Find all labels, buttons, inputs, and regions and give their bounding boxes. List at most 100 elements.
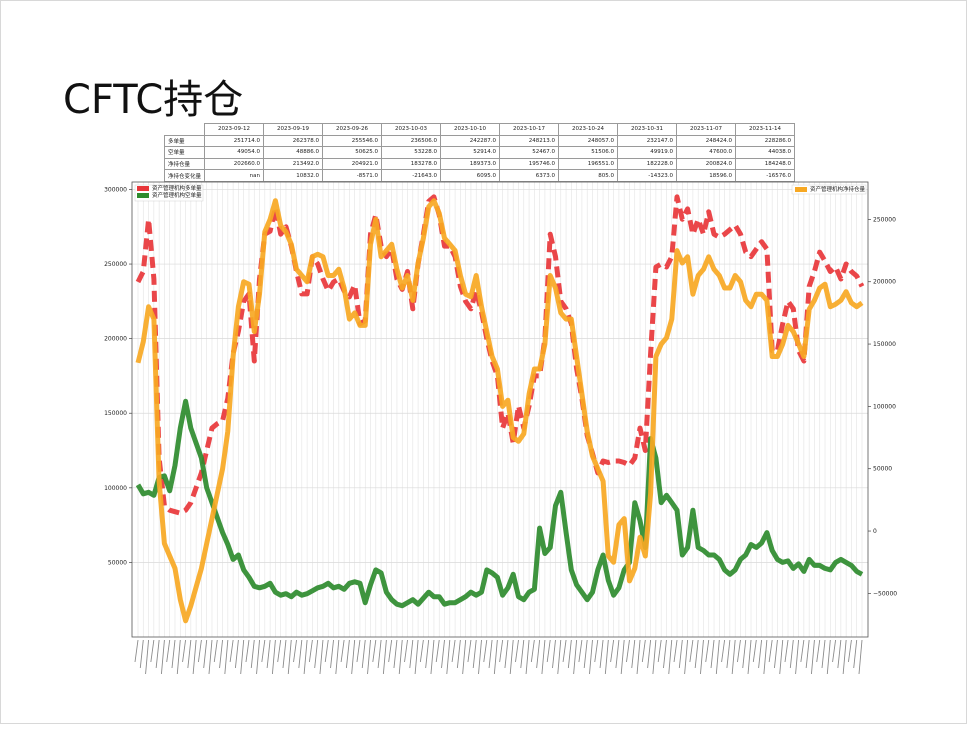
plot-background xyxy=(132,182,868,637)
x-tick-label-mark xyxy=(483,639,488,663)
y-left-tick-label: 200000 xyxy=(104,336,127,343)
table-col-header: 2023-10-17 xyxy=(499,123,560,136)
series-line-2 xyxy=(135,198,864,624)
x-tick-label-mark xyxy=(414,639,419,675)
x-tick-label-mark xyxy=(530,639,535,663)
x-tick-label-mark xyxy=(340,639,345,663)
x-tick-label-mark xyxy=(245,639,250,663)
x-tick-label-mark xyxy=(393,639,398,669)
table-row: 净持仓量 202660.0 213492.0 204921.0 183278.0 1893… xyxy=(163,157,796,171)
x-tick-label-mark xyxy=(277,639,282,663)
x-tick-label-mark xyxy=(197,639,202,663)
table-col-header: 2023-10-24 xyxy=(558,123,619,136)
x-tick-label-mark xyxy=(515,639,519,663)
x-tick-label-mark xyxy=(182,639,187,663)
x-tick-label-mark xyxy=(525,639,530,675)
x-tick-label-mark xyxy=(626,639,630,663)
x-tick-label-mark xyxy=(715,639,720,675)
x-tick-label-mark xyxy=(752,639,757,663)
x-tick-label-mark xyxy=(647,639,652,669)
x-tick-label-mark xyxy=(266,639,271,669)
x-tick-label-mark xyxy=(224,639,229,675)
y-right-tick-label: 50000 xyxy=(873,466,892,473)
x-tick-label-mark xyxy=(583,639,588,669)
legend-right-item-0-swatch xyxy=(795,187,807,192)
x-tick-label-mark xyxy=(256,639,260,675)
x-tick-label-mark xyxy=(700,639,704,675)
y-left-tick-label: 250000 xyxy=(104,261,127,268)
x-tick-label-mark xyxy=(779,639,784,675)
x-tick-label-mark xyxy=(330,639,334,669)
table-cell: 184248.0 xyxy=(735,157,796,171)
x-tick-label-mark xyxy=(726,639,731,669)
x-tick-label-mark xyxy=(689,639,694,663)
legend-left-box xyxy=(134,184,204,202)
y-right-tick-label: 150000 xyxy=(873,341,896,348)
x-tick-label-mark xyxy=(472,639,477,669)
x-tick-label-mark xyxy=(240,639,245,675)
table-row: 空单量 49054.0 48886.0 50625.0 53228.0 52914.0 52… xyxy=(163,146,796,159)
slide-title: CFTC持仓 xyxy=(63,77,244,123)
x-tick-label-mark xyxy=(684,639,689,675)
x-tick-label-mark xyxy=(858,639,863,675)
table-cell: -21643.0 xyxy=(381,169,442,182)
table-cell: 251714.0 xyxy=(204,134,265,148)
x-tick-label-mark xyxy=(435,639,440,663)
table-cell: 50625.0 xyxy=(322,146,383,159)
y-right-tick-label: 200000 xyxy=(873,279,896,286)
x-tick-label-mark xyxy=(789,639,794,669)
legend-left-item-1-label: 资产管理机构空单量 xyxy=(152,191,202,199)
x-tick-label-mark xyxy=(171,639,176,669)
x-tick-label-mark xyxy=(361,639,366,669)
legend-right-item-0-label: 资产管理机构净持仓量 xyxy=(810,185,866,193)
table-col-header: 2023-10-03 xyxy=(381,123,442,136)
table-col-header: 2023-09-19 xyxy=(263,123,324,136)
x-tick-label-mark xyxy=(203,639,208,669)
x-tick-label-mark xyxy=(134,639,139,663)
x-tick-label-mark xyxy=(816,639,821,663)
x-tick-label-mark xyxy=(737,639,741,663)
x-tick-label-mark xyxy=(546,639,551,663)
table-cell: 248057.0 xyxy=(558,134,619,148)
x-tick-label-mark xyxy=(192,639,197,675)
legend-right-box xyxy=(791,184,867,195)
table-cell: 49919.0 xyxy=(617,146,678,159)
x-tick-label-mark xyxy=(377,639,382,669)
x-tick-label-mark xyxy=(388,639,393,663)
x-tick-label-mark xyxy=(150,639,155,663)
x-tick-label-mark xyxy=(731,639,736,675)
table-cell: 18596.0 xyxy=(676,169,737,182)
x-tick-label-mark xyxy=(663,639,667,669)
x-tick-label-mark xyxy=(631,639,636,669)
x-tick-label-mark xyxy=(398,639,403,675)
x-tick-label-mark xyxy=(441,639,445,669)
x-tick-label-mark xyxy=(282,639,287,669)
table-cell: 196551.0 xyxy=(558,157,619,171)
x-tick-label-mark xyxy=(800,639,805,663)
x-tick-label-mark xyxy=(837,639,842,669)
x-tick-label-mark xyxy=(462,639,467,675)
x-tick-label-mark xyxy=(456,639,461,669)
x-tick-label-mark xyxy=(636,639,641,675)
x-tick-label-mark xyxy=(425,639,430,669)
x-tick-label-mark xyxy=(641,639,646,663)
x-tick-label-mark xyxy=(604,639,609,675)
x-tick-label-mark xyxy=(419,639,424,663)
x-tick-label-mark xyxy=(784,639,789,663)
x-tick-label-mark xyxy=(610,639,615,663)
x-tick-label-mark xyxy=(261,639,266,663)
x-tick-label-mark xyxy=(578,639,583,663)
table-row: 多单量 251714.0 262378.0 255546.0 236506.0 24228… xyxy=(163,134,796,148)
x-tick-label-mark xyxy=(488,639,493,669)
x-tick-label-mark xyxy=(562,639,567,663)
x-tick-label-mark xyxy=(404,639,408,663)
table-corner xyxy=(164,123,206,136)
table-cell: 52914.0 xyxy=(440,146,501,159)
table-row-label: 净持仓变化量 xyxy=(163,169,206,182)
x-tick-label-mark xyxy=(821,639,826,669)
x-tick-label-mark xyxy=(567,639,572,669)
x-tick-label-mark xyxy=(219,639,224,669)
y-left-tick-label: 300000 xyxy=(104,186,127,193)
x-tick-label-mark xyxy=(536,639,541,669)
